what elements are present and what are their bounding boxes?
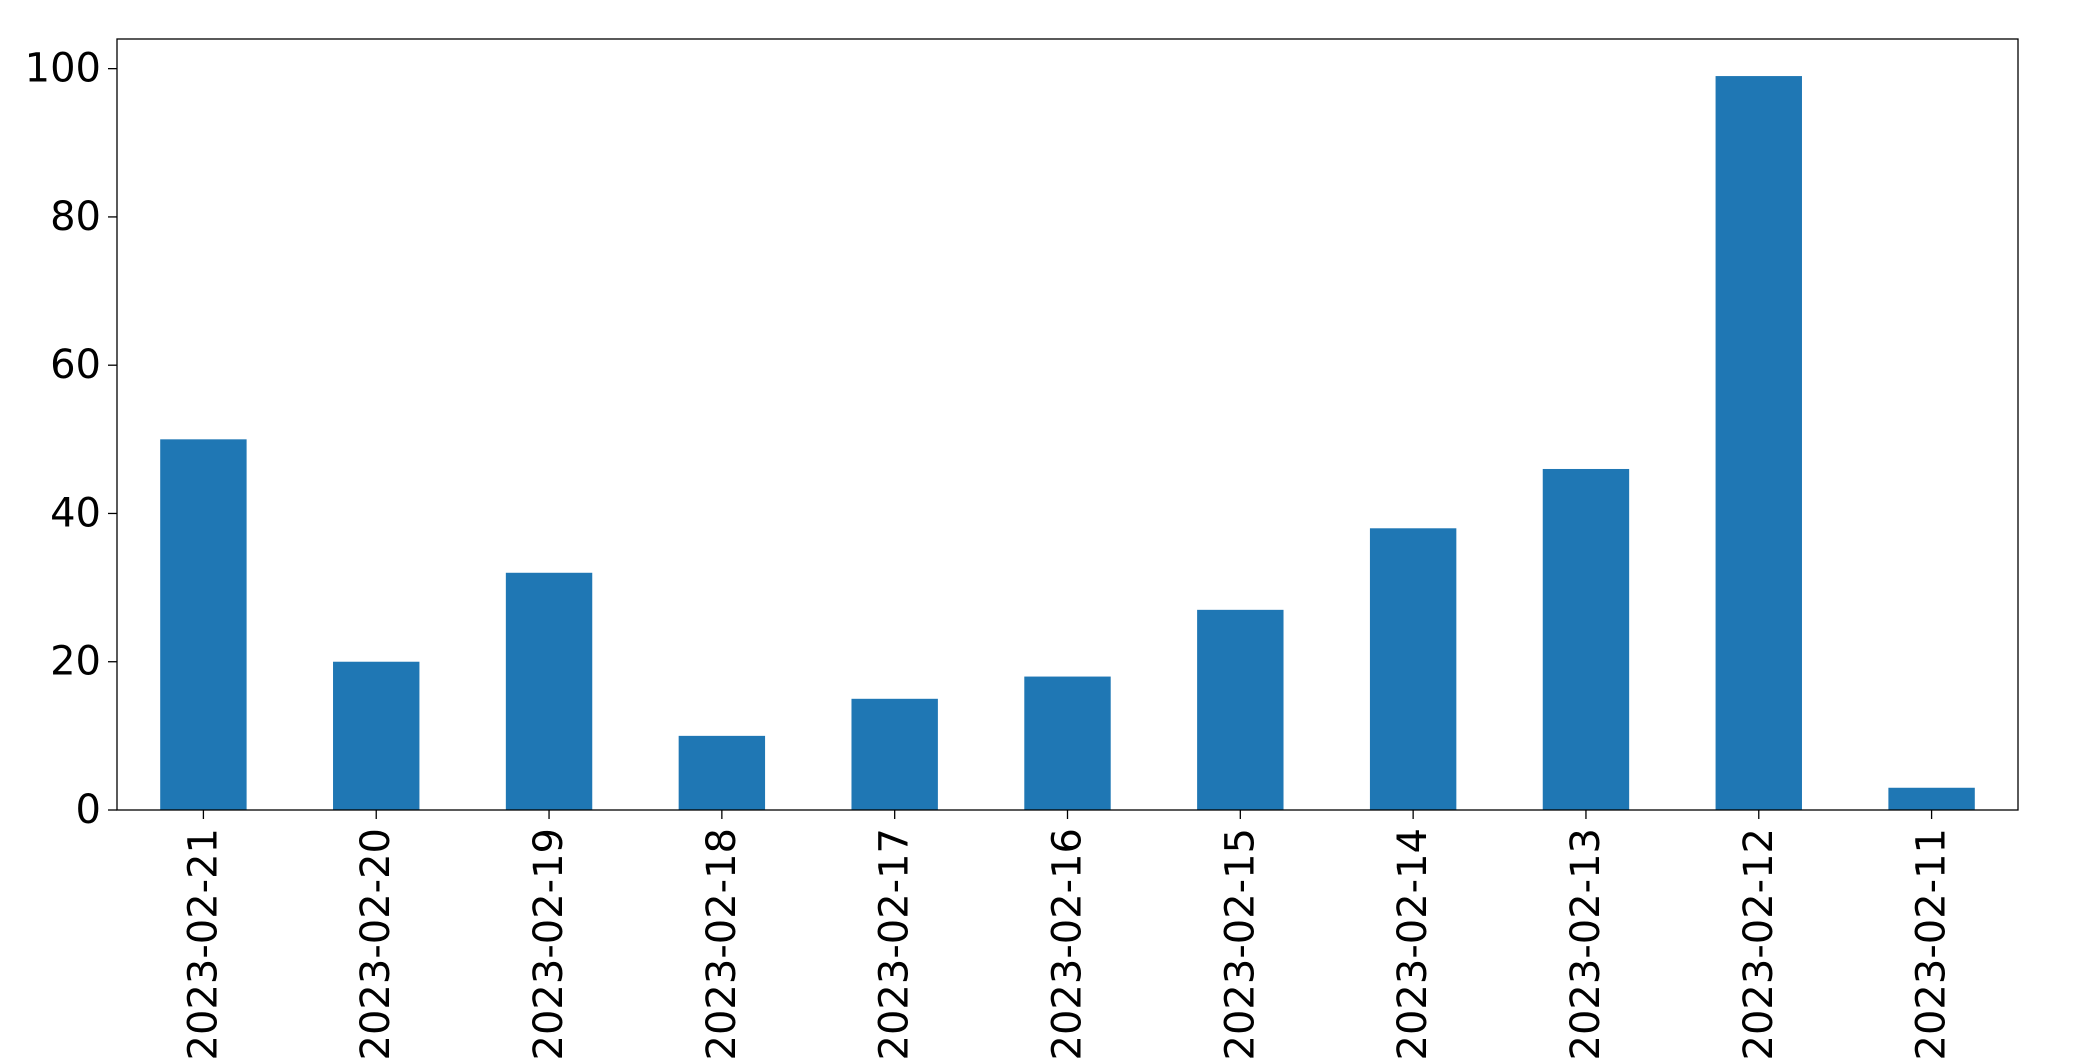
x-tick-label: 2023-02-20 bbox=[353, 828, 399, 1060]
bar-2023-02-13 bbox=[1542, 468, 1630, 810]
bar-2023-02-19 bbox=[505, 572, 593, 810]
x-tick-label: 2023-02-21 bbox=[180, 828, 226, 1060]
y-tick-label: 0 bbox=[76, 787, 101, 833]
x-tick-label: 2023-02-17 bbox=[872, 828, 918, 1060]
x-tick-label: 2023-02-15 bbox=[1217, 828, 1263, 1060]
x-tick-label: 2023-02-14 bbox=[1390, 828, 1436, 1060]
x-tick-label: 2023-02-11 bbox=[1909, 828, 1955, 1060]
y-tick-label: 20 bbox=[50, 639, 101, 685]
x-axis: 2023-02-21 2023-02-20 2023-02-19 2023-02-18… bbox=[180, 810, 1955, 1060]
y-tick-label: 40 bbox=[50, 490, 101, 536]
y-tick-label: 60 bbox=[50, 342, 101, 388]
y-axis: 0 20 40 60 80 100 bbox=[25, 46, 117, 833]
bar-2023-02-15 bbox=[1197, 609, 1284, 810]
bar-2023-02-14 bbox=[1369, 528, 1457, 810]
x-tick-label: 2023-02-13 bbox=[1563, 828, 1609, 1060]
bar-2023-02-11 bbox=[1888, 787, 1975, 810]
bar-2023-02-18 bbox=[678, 735, 766, 810]
y-tick-label: 80 bbox=[50, 194, 101, 240]
bar-2023-02-16 bbox=[1024, 676, 1111, 810]
bar-2023-02-17 bbox=[851, 698, 938, 810]
bars-layer bbox=[160, 76, 1975, 810]
bar-2023-02-21 bbox=[160, 439, 247, 810]
bar-2023-02-12 bbox=[1715, 76, 1802, 810]
plot-frame bbox=[116, 38, 2019, 811]
x-tick-label: 2023-02-12 bbox=[1736, 828, 1782, 1060]
x-tick-label: 2023-02-16 bbox=[1045, 828, 1091, 1060]
x-tick-label: 2023-02-19 bbox=[526, 828, 572, 1060]
y-tick-label: 100 bbox=[25, 46, 101, 92]
x-tick-label: 2023-02-18 bbox=[699, 828, 745, 1060]
bar-2023-02-20 bbox=[333, 661, 420, 810]
